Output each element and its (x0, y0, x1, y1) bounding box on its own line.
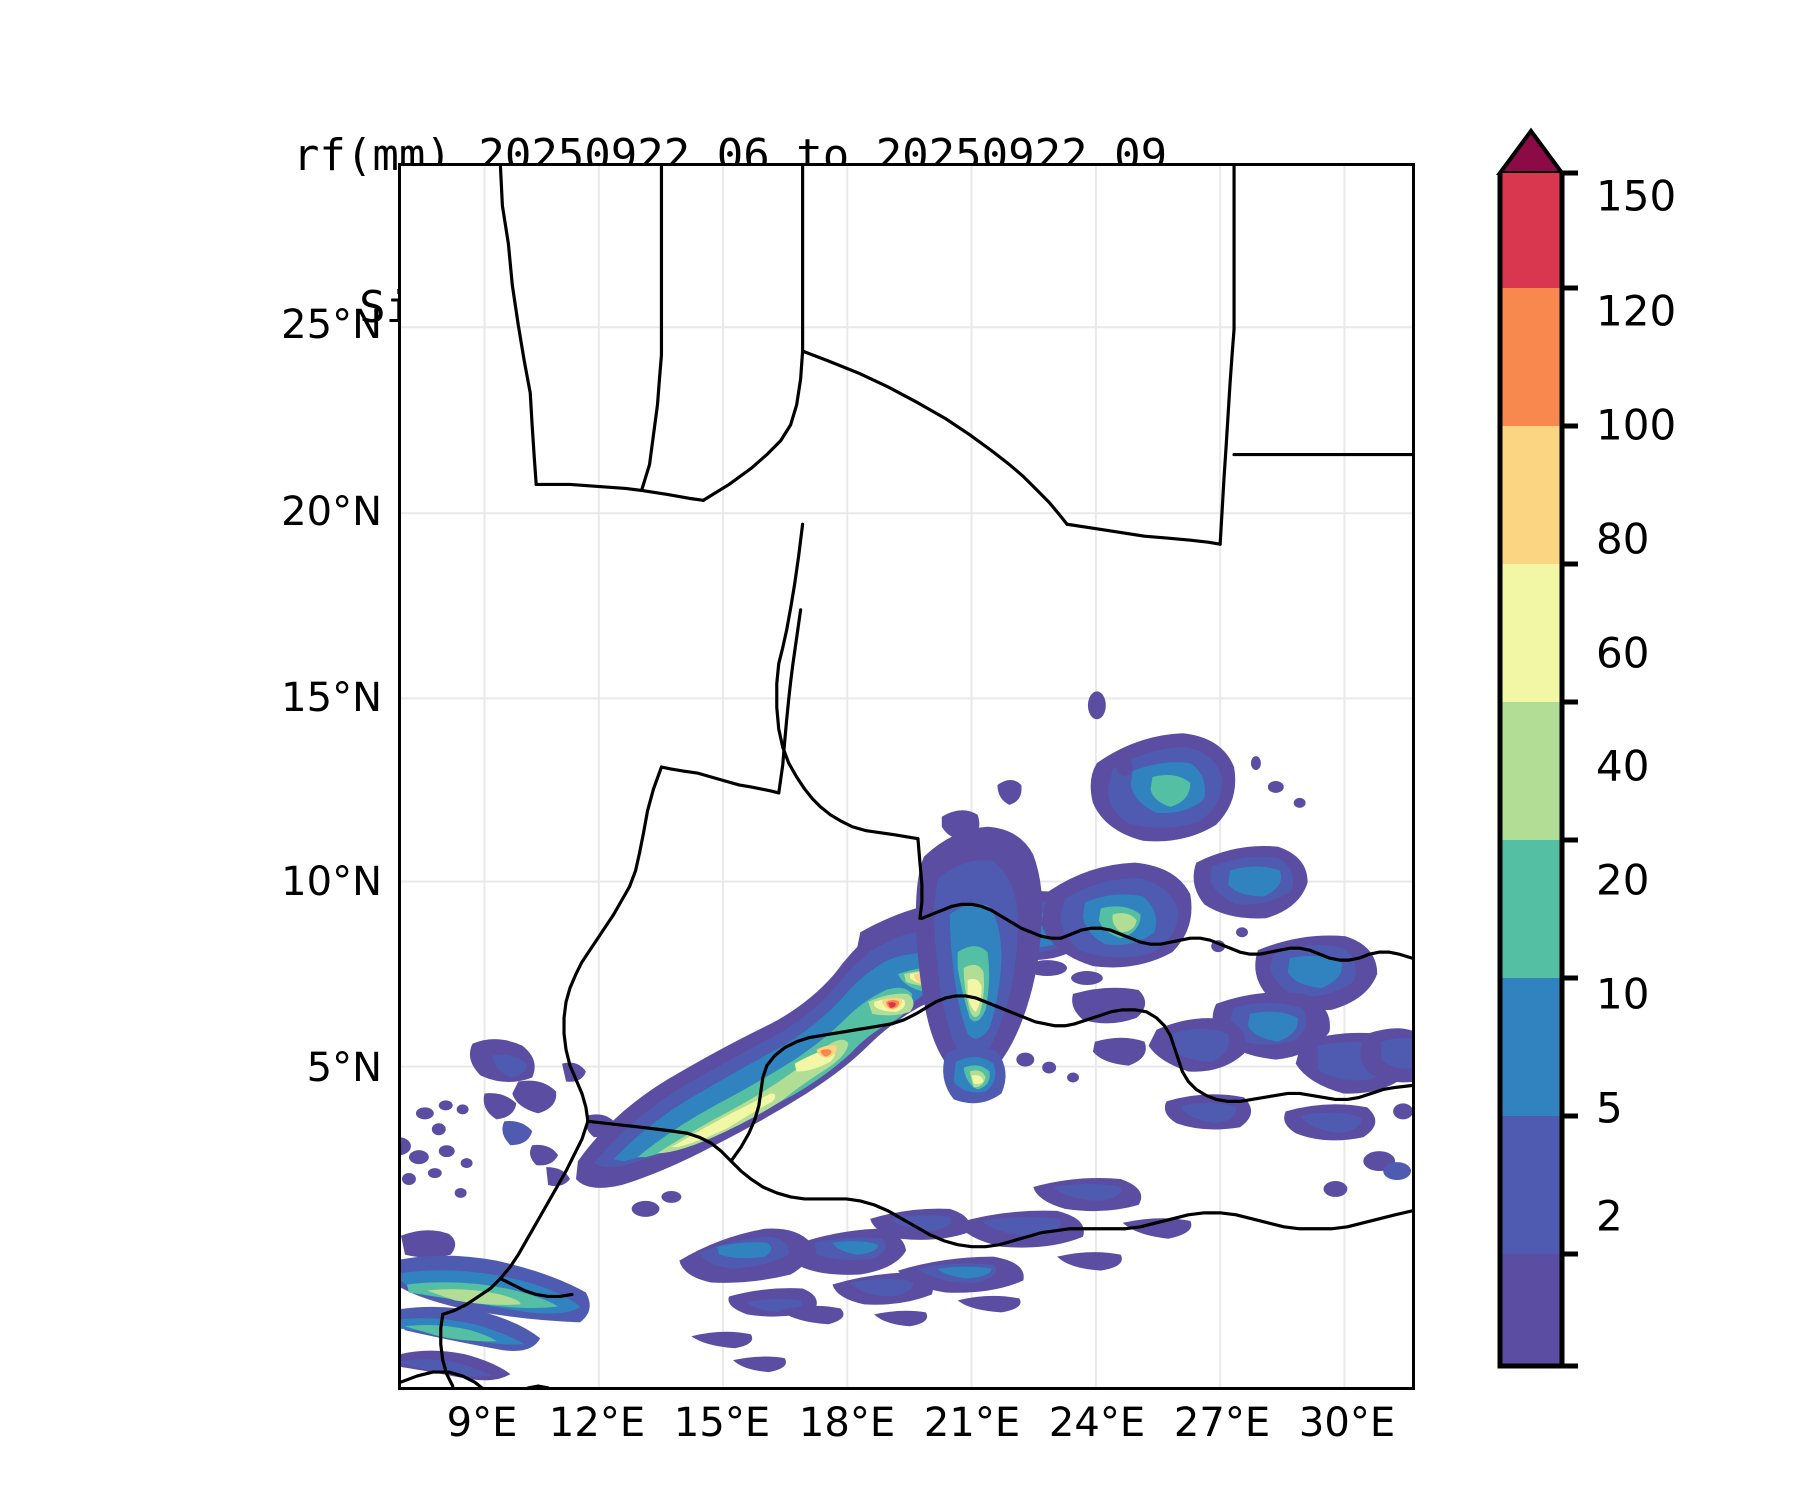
precip-region-southern-equatorial-band (679, 1178, 1192, 1373)
colorbar-svg (1496, 127, 1578, 1369)
colorbar-band-2-5 (1500, 1254, 1562, 1366)
colorbar-band-20-40 (1500, 840, 1562, 978)
ytick-label-10N: 10°N (281, 859, 382, 905)
gridlines (401, 166, 1412, 1387)
xtick-label-18E: 18°E (798, 1400, 896, 1446)
colorbar-band-100-120 (1500, 288, 1562, 426)
map-plot-area[interactable] (398, 163, 1415, 1390)
country-borders (401, 166, 1412, 1387)
precip-region-gulf-of-guinea (401, 1100, 590, 1381)
xtick-label-15E: 15°E (673, 1400, 771, 1446)
precip-region-east-sudan-band (915, 779, 1043, 1104)
colorbar-ticks (1562, 170, 1578, 1369)
colorbar-label-150: 150 (1596, 171, 1677, 221)
colorbar-label-20: 20 (1596, 855, 1650, 905)
ytick-label-20N: 20°N (281, 489, 382, 535)
colorbar-label-5: 5 (1596, 1083, 1623, 1133)
colorbar-band-60-80 (1500, 564, 1562, 702)
colorbar-band-80-100 (1500, 426, 1562, 564)
colorbar-label-40: 40 (1596, 741, 1650, 791)
colorbar-label-80: 80 (1596, 514, 1650, 564)
xtick-label-24E: 24°E (1048, 1400, 1146, 1446)
xtick-label-12E: 12°E (548, 1400, 646, 1446)
colorbar-label-10: 10 (1596, 969, 1650, 1019)
colorbar-band-5-10 (1500, 1116, 1562, 1254)
precip-region-northeast-cluster (1016, 691, 1412, 1197)
colorbar-label-100: 100 (1596, 400, 1677, 450)
xtick-label-27E: 27°E (1173, 1400, 1271, 1446)
xtick-label-9E: 9°E (446, 1400, 518, 1446)
colorbar-band-40-60 (1500, 702, 1562, 840)
xtick-label-21E: 21°E (923, 1400, 1021, 1446)
xtick-label-30E: 30°E (1298, 1400, 1396, 1446)
colorbar-band-10-20 (1500, 978, 1562, 1116)
ytick-label-15N: 15°N (281, 675, 382, 721)
colorbar-label-2: 2 (1596, 1191, 1623, 1241)
map-svg (401, 166, 1412, 1387)
colorbar-label-120: 120 (1596, 286, 1677, 336)
ytick-label-25N: 25°N (281, 302, 382, 348)
colorbar[interactable] (1496, 127, 1578, 1390)
colorbar-label-60: 60 (1596, 628, 1650, 678)
colorbar-extend-max-arrow (1496, 127, 1566, 175)
ytick-label-5N: 5°N (306, 1045, 382, 1091)
colorbar-outline (1497, 173, 1565, 1369)
colorbar-band-120-150 (1500, 173, 1562, 288)
